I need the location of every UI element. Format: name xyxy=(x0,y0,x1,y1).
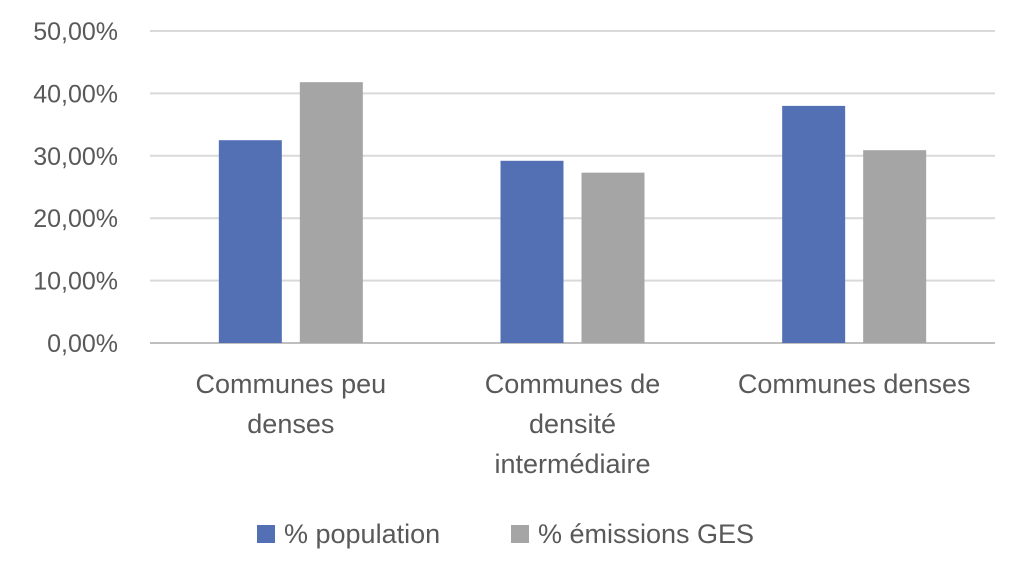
y-tick-label: 30,00% xyxy=(33,143,118,171)
legend: % population % émissions GES xyxy=(257,519,754,549)
legend-swatch-emissions-ges xyxy=(511,525,529,543)
legend-label-emissions-ges: % émissions GES xyxy=(538,519,754,549)
bar-population-2 xyxy=(782,105,846,343)
bar-population-1 xyxy=(500,160,564,343)
bar-emissions-ges-2 xyxy=(863,150,927,343)
x-category-label: intermédiaire xyxy=(494,449,650,479)
legend-label-population: % population xyxy=(284,519,440,549)
y-tick-label: 40,00% xyxy=(33,80,118,108)
y-tick-label: 0,00% xyxy=(47,330,118,358)
x-axis-categories: Communes peu denses Communes de densité inte… xyxy=(196,369,971,479)
y-tick-label: 50,00% xyxy=(33,18,118,46)
y-axis-ticks: 0,00% 10,00% 20,00% 30,00% 40,00% 50,00% xyxy=(33,18,118,358)
bars xyxy=(218,82,927,343)
x-category-label: Communes de xyxy=(485,369,661,399)
legend-swatch-population xyxy=(257,525,275,543)
x-category-label: Communes denses xyxy=(738,369,971,399)
gridlines xyxy=(150,30,995,344)
x-category-label: densité xyxy=(529,409,616,439)
bar-emissions-ges-1 xyxy=(581,172,645,343)
x-category-label: Communes peu xyxy=(196,369,387,399)
x-category-label: denses xyxy=(247,409,334,439)
y-tick-label: 10,00% xyxy=(33,268,118,296)
y-tick-label: 20,00% xyxy=(33,205,118,233)
bar-population-0 xyxy=(218,140,282,343)
bar-emissions-ges-0 xyxy=(299,82,363,343)
